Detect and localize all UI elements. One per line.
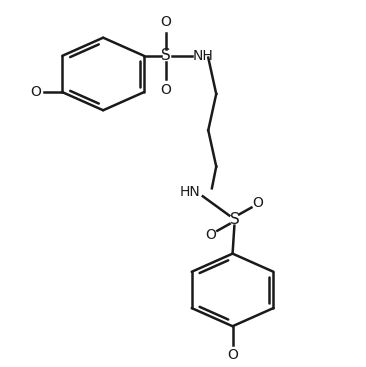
Text: S: S [229,212,239,227]
Text: HN: HN [179,185,200,199]
Text: O: O [160,15,171,29]
Text: O: O [253,196,264,210]
Text: S: S [161,48,171,63]
Text: O: O [205,229,216,243]
Text: NH: NH [193,49,214,63]
Text: O: O [160,83,171,97]
Text: O: O [227,348,238,362]
Text: O: O [31,85,42,99]
